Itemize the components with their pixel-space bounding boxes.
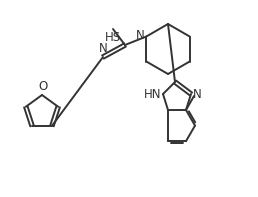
Text: HN: HN <box>143 87 161 100</box>
Text: N: N <box>193 87 202 100</box>
Text: N: N <box>136 29 144 42</box>
Text: HS: HS <box>105 31 121 44</box>
Text: N: N <box>99 42 107 55</box>
Text: O: O <box>38 80 48 93</box>
